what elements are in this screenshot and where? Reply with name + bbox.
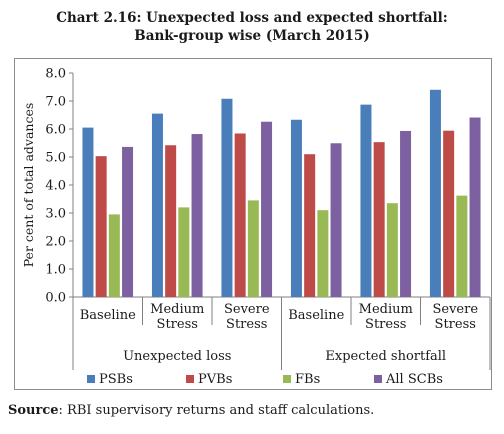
legend-swatch-all-scbs (374, 375, 382, 383)
legend-swatch-pvbs (186, 375, 194, 383)
legend-label: PVBs (198, 372, 232, 387)
y-tick-label: 0.0 (45, 291, 66, 306)
bar-all-scbs (330, 143, 342, 297)
bar-fbs (178, 207, 190, 297)
y-tick-label: 5.0 (45, 151, 66, 166)
bar-psbs (221, 98, 233, 297)
x-tick-label: Stress (435, 317, 476, 332)
bar-fbs (456, 195, 468, 297)
bar-fbs (108, 214, 120, 297)
chart-title-line-2: Bank-group wise (March 2015) (134, 28, 370, 44)
x-tick-label: Stress (157, 317, 198, 332)
y-tick-label: 2.0 (45, 235, 66, 250)
legend-swatch-psbs (87, 375, 95, 383)
source-label: Source (8, 403, 59, 418)
x-tick-label: Medium (150, 302, 204, 317)
bar-all-scbs (122, 146, 134, 297)
group-label: Expected shortfall (325, 349, 446, 364)
y-tick-label: 7.0 (45, 95, 66, 110)
y-tick-label: 4.0 (45, 179, 66, 194)
bar-fbs (317, 210, 329, 297)
source-text: : RBI supervisory returns and staff calc… (58, 403, 375, 418)
bar-fbs (386, 203, 398, 297)
y-tick-label: 8.0 (45, 67, 66, 82)
bar-psbs (290, 119, 302, 297)
y-axis-label: Per cent of total advances (21, 103, 36, 268)
bar-all-scbs (261, 121, 273, 297)
bar-fbs (247, 200, 259, 297)
legend-swatch-fbs (283, 375, 291, 383)
bar-all-scbs (191, 134, 203, 297)
bar-psbs (360, 104, 372, 297)
bar-pvbs (234, 133, 246, 297)
bar-all-scbs (400, 130, 412, 297)
bar-pvbs (95, 156, 107, 297)
x-tick-label: Stress (226, 317, 267, 332)
bar-pvbs (373, 142, 385, 297)
bar-psbs (429, 89, 441, 297)
bar-pvbs (443, 130, 455, 297)
y-tick-label: 1.0 (45, 263, 66, 278)
x-tick-label: Severe (224, 302, 270, 317)
legend-label: All SCBs (385, 372, 443, 387)
bar-psbs (82, 127, 94, 297)
source-note: Source: RBI supervisory returns and staf… (8, 403, 374, 418)
chart-title-line-1: Chart 2.16: Unexpected loss and expected… (56, 10, 448, 26)
y-tick-label: 6.0 (45, 123, 66, 138)
bar-pvbs (165, 145, 177, 297)
x-tick-label: Medium (359, 302, 413, 317)
legend-label: PSBs (99, 372, 133, 387)
bar-psbs (151, 113, 163, 297)
x-tick-label: Baseline (80, 308, 136, 323)
legend-label: FBs (295, 372, 320, 387)
y-tick-label: 3.0 (45, 207, 66, 222)
bar-all-scbs (469, 117, 481, 298)
chart-frame (14, 58, 492, 390)
x-tick-label: Stress (365, 317, 406, 332)
x-tick-label: Severe (432, 302, 478, 317)
bar-pvbs (304, 154, 316, 297)
group-label: Unexpected loss (123, 349, 231, 364)
x-tick-label: Baseline (288, 308, 344, 323)
